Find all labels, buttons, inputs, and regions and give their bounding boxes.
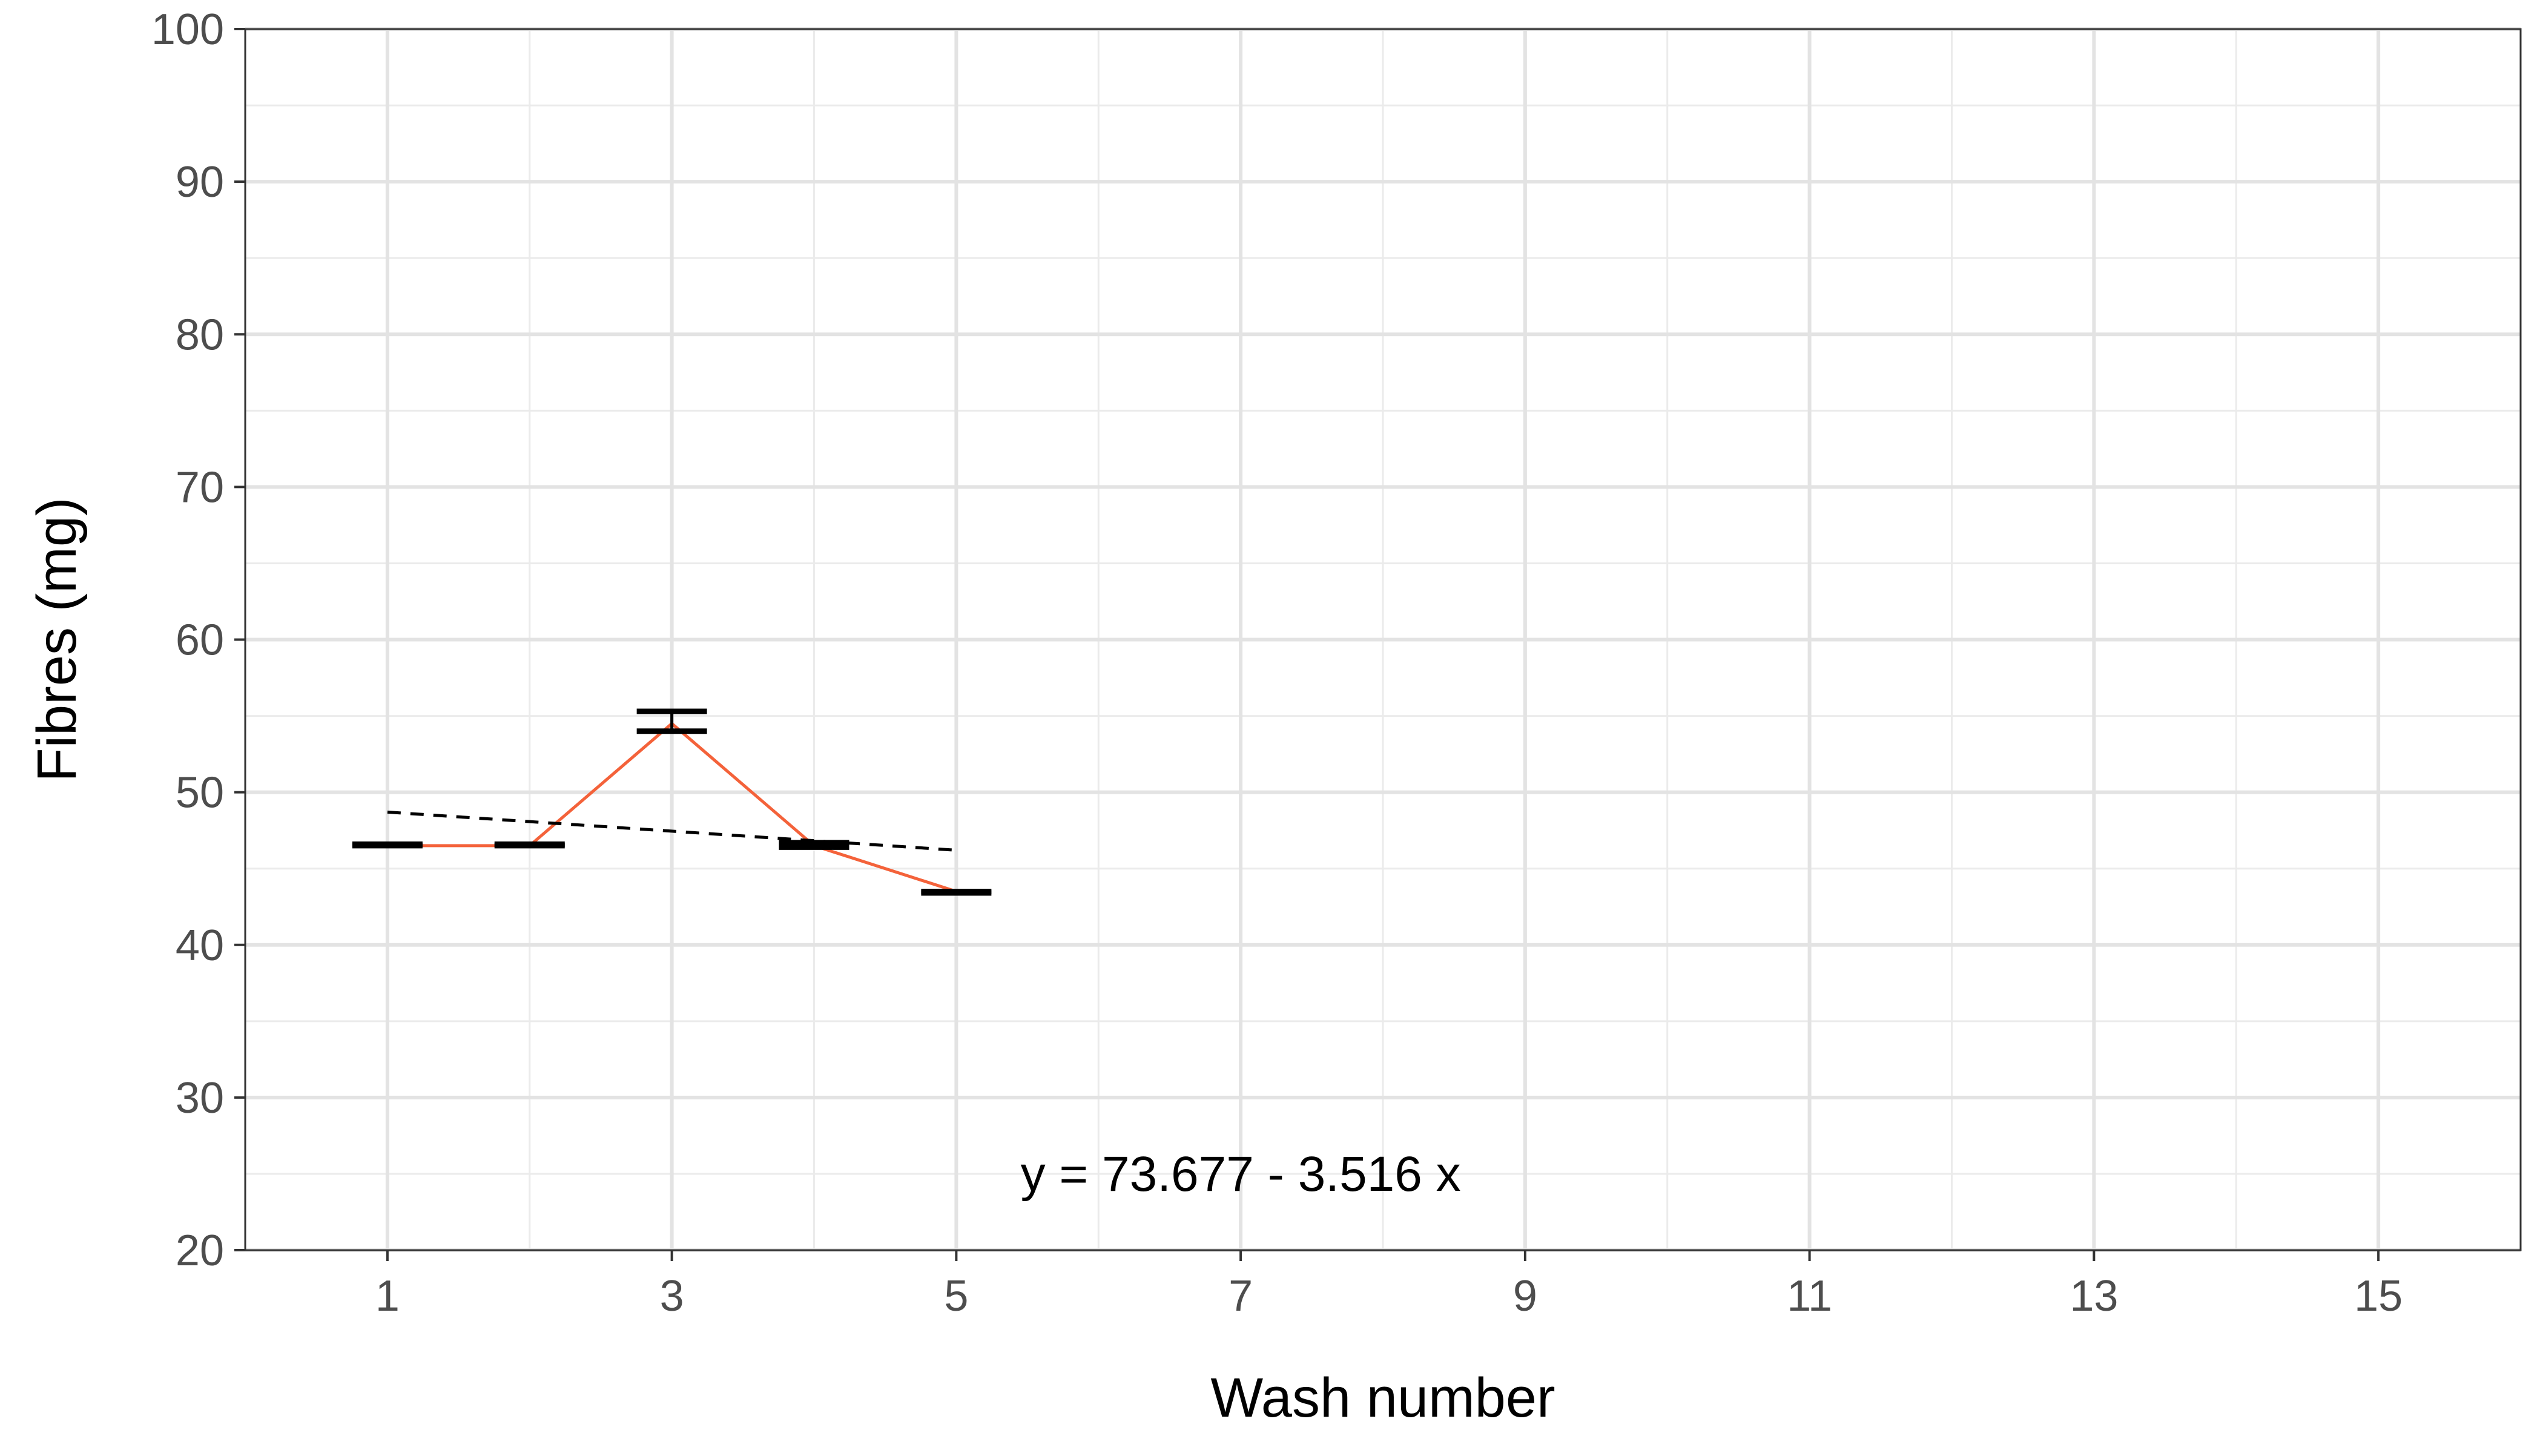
error-bar	[636, 708, 707, 734]
x-tick-label: 1	[375, 1272, 400, 1320]
y-tick-label: 70	[176, 463, 224, 512]
x-tick-label: 7	[1229, 1272, 1253, 1320]
y-tick-label: 60	[176, 616, 224, 665]
trend-line	[387, 810, 957, 852]
y-tick-label: 80	[176, 311, 224, 359]
y-axis-label: Fibres (mg)	[26, 497, 88, 782]
x-tick-label: 15	[2354, 1272, 2403, 1320]
error-bar	[921, 889, 992, 896]
x-tick-label: 13	[2070, 1272, 2118, 1320]
y-tick-label: 20	[176, 1227, 224, 1275]
regression-equation: y = 73.677 - 3.516 x	[1021, 1147, 1461, 1202]
y-tick-label: 90	[176, 158, 224, 206]
x-tick-label: 11	[1787, 1272, 1832, 1320]
grid	[245, 27, 2522, 1252]
x-axis-label: Wash number	[1210, 1367, 1555, 1429]
y-tick-label: 50	[176, 769, 224, 817]
x-tick-label: 9	[1513, 1272, 1537, 1320]
x-tick-label: 3	[660, 1272, 684, 1320]
y-tick-label: 40	[176, 921, 224, 970]
data-layer	[352, 708, 992, 896]
error-bar	[779, 840, 849, 850]
error-bar	[352, 841, 423, 849]
x-tick-label: 5	[944, 1272, 968, 1320]
error-bar	[494, 841, 565, 849]
y-tick-label: 30	[176, 1074, 224, 1122]
y-tick-label: 100	[151, 5, 224, 54]
